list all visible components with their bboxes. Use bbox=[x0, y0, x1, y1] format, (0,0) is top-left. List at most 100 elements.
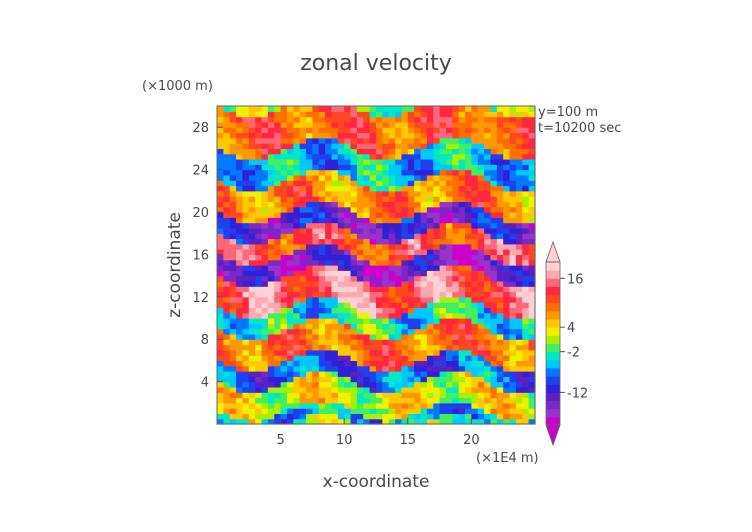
heat-cell bbox=[274, 376, 282, 383]
heat-cell bbox=[395, 180, 403, 187]
heat-cell bbox=[484, 206, 492, 213]
heat-cell bbox=[490, 381, 498, 388]
heat-cell bbox=[471, 153, 479, 160]
heat-cell bbox=[306, 339, 313, 346]
heat-cell bbox=[522, 222, 530, 229]
heat-cell bbox=[420, 137, 428, 144]
heat-cell bbox=[407, 238, 415, 245]
heat-cell bbox=[356, 339, 364, 346]
heat-cell bbox=[242, 323, 250, 330]
heat-cell bbox=[299, 238, 307, 245]
heat-cell bbox=[528, 222, 536, 229]
heat-cell bbox=[452, 397, 460, 404]
heat-cell bbox=[223, 355, 231, 361]
heat-cell bbox=[395, 227, 403, 234]
heat-cell bbox=[490, 360, 498, 367]
heat-cell bbox=[223, 418, 231, 425]
heat-cell bbox=[293, 106, 301, 112]
heat-cell bbox=[509, 302, 517, 308]
heat-cell bbox=[496, 243, 504, 250]
heat-cell bbox=[325, 413, 333, 420]
heat-cell bbox=[433, 381, 441, 388]
heat-cell bbox=[401, 339, 409, 346]
heat-cell bbox=[369, 243, 377, 250]
heat-cell bbox=[401, 180, 409, 187]
heat-cell bbox=[420, 217, 428, 224]
heat-cell bbox=[490, 254, 498, 261]
heat-cell bbox=[248, 153, 256, 160]
heat-cell bbox=[350, 148, 358, 155]
heat-cell bbox=[376, 190, 383, 197]
heat-cell bbox=[490, 355, 498, 361]
heat-cell bbox=[293, 418, 301, 425]
heat-cell bbox=[414, 408, 422, 414]
heat-cell bbox=[515, 137, 523, 144]
heat-cell bbox=[388, 143, 396, 149]
heat-cell bbox=[465, 312, 472, 319]
heat-cell bbox=[496, 137, 504, 144]
heat-cell bbox=[293, 159, 301, 165]
heat-cell bbox=[496, 164, 504, 171]
heat-cell bbox=[293, 275, 301, 282]
heat-cell bbox=[395, 323, 403, 330]
heat-cell bbox=[344, 254, 352, 261]
heat-cell bbox=[286, 159, 294, 165]
heat-cell bbox=[299, 254, 307, 261]
heat-cell bbox=[267, 413, 275, 420]
heat-cell bbox=[267, 265, 275, 271]
heat-cell bbox=[528, 312, 536, 319]
heat-cell bbox=[445, 174, 453, 181]
heat-cell bbox=[267, 153, 275, 160]
heat-cell bbox=[433, 402, 441, 409]
heat-cell bbox=[439, 106, 447, 112]
heat-cell bbox=[344, 402, 352, 409]
heat-cell bbox=[331, 318, 339, 324]
heat-cell bbox=[496, 159, 504, 165]
heat-cell bbox=[420, 111, 428, 118]
heat-cell bbox=[471, 402, 479, 409]
heat-cell bbox=[299, 243, 307, 250]
heat-cell bbox=[439, 227, 447, 234]
heat-cell bbox=[261, 291, 269, 298]
heat-cell bbox=[458, 121, 466, 128]
heat-cell bbox=[528, 307, 536, 314]
heat-cell bbox=[299, 312, 307, 319]
heat-cell bbox=[401, 233, 409, 240]
heat-cell bbox=[344, 153, 352, 160]
heat-cell bbox=[388, 201, 396, 208]
heat-cell bbox=[496, 169, 504, 176]
heat-cell bbox=[420, 392, 428, 399]
heat-cell bbox=[458, 233, 466, 240]
heat-cell bbox=[325, 143, 333, 149]
heat-cell bbox=[236, 397, 244, 404]
heat-cell bbox=[223, 190, 231, 197]
heat-cell bbox=[496, 148, 504, 155]
heat-cell bbox=[426, 275, 434, 282]
heat-cell bbox=[318, 386, 326, 393]
heat-cell bbox=[337, 169, 345, 176]
heat-cell bbox=[255, 238, 263, 245]
heat-cell bbox=[484, 111, 492, 118]
heat-cell bbox=[312, 259, 320, 266]
heat-cell bbox=[452, 349, 460, 356]
heat-cell bbox=[229, 291, 237, 298]
heat-cell bbox=[242, 185, 250, 192]
heat-cell bbox=[452, 206, 460, 213]
heat-cell bbox=[217, 212, 224, 218]
heat-cell bbox=[356, 217, 364, 224]
heat-cell bbox=[395, 132, 403, 139]
y-tick-label: 12 bbox=[192, 291, 209, 306]
heat-cell bbox=[471, 106, 479, 112]
heat-cell bbox=[325, 127, 333, 134]
heat-cell bbox=[363, 365, 371, 372]
heat-cell bbox=[248, 111, 256, 118]
heat-cell bbox=[458, 302, 466, 308]
heat-cell bbox=[395, 371, 403, 377]
heat-cell bbox=[477, 148, 485, 155]
heat-cell bbox=[236, 217, 244, 224]
heat-cell bbox=[261, 328, 269, 335]
heat-cell bbox=[515, 238, 523, 245]
heat-cell bbox=[414, 238, 422, 245]
heat-cell bbox=[401, 222, 409, 229]
heat-cell bbox=[401, 254, 409, 261]
